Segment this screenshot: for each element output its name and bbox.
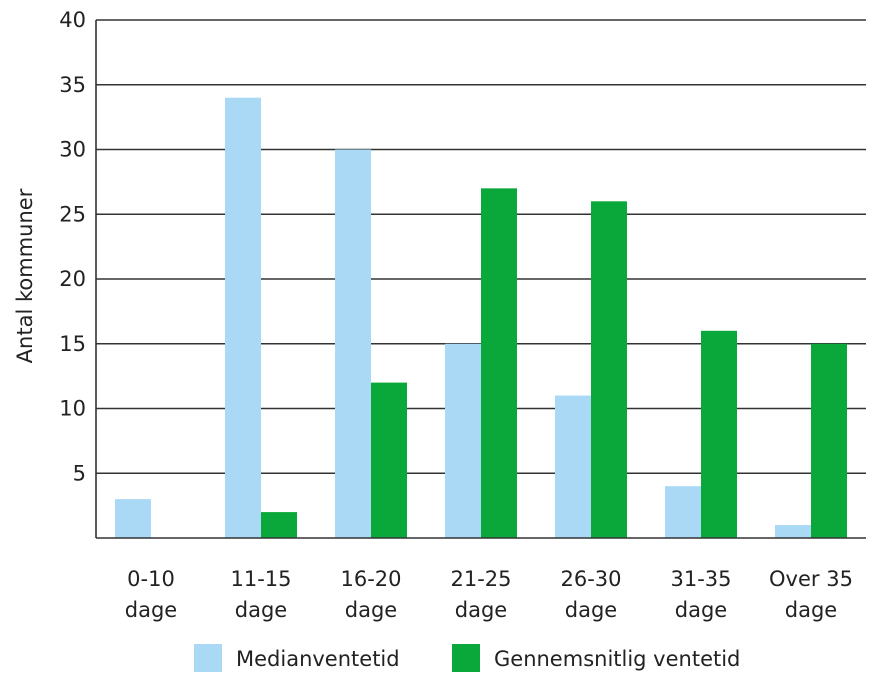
x-tick-label: 11-15 bbox=[230, 567, 291, 591]
legend-label-1: Gennemsnitlig ventetid bbox=[494, 647, 740, 671]
bar-gennemsnit-5 bbox=[701, 330, 737, 538]
axes bbox=[95, 20, 866, 539]
legend-swatch-0 bbox=[194, 644, 222, 672]
legend-swatch-1 bbox=[452, 644, 480, 672]
x-tick-label: dage bbox=[455, 598, 507, 622]
x-tick-label: 31-35 bbox=[670, 567, 731, 591]
x-tick-label: 26-30 bbox=[560, 567, 621, 591]
x-tick-label: dage bbox=[125, 598, 177, 622]
y-tick-label: 30 bbox=[59, 138, 86, 162]
y-tick-label: 40 bbox=[59, 8, 86, 32]
bar-median-0 bbox=[115, 499, 151, 538]
y-tick-label: 5 bbox=[73, 461, 86, 485]
y-tick-labels: 5 10 15 20 25 30 35 40 bbox=[59, 8, 86, 485]
bar-median-5 bbox=[665, 486, 701, 538]
legend: Medianventetid Gennemsnitlig ventetid bbox=[194, 644, 740, 672]
legend-label-0: Medianventetid bbox=[236, 647, 400, 671]
x-tick-label: dage bbox=[785, 598, 837, 622]
x-tick-label: dage bbox=[345, 598, 397, 622]
x-tick-label: dage bbox=[675, 598, 727, 622]
bar-gennemsnit-2 bbox=[371, 382, 407, 538]
bars bbox=[115, 97, 847, 539]
y-tick-label: 15 bbox=[59, 332, 86, 356]
y-axis-title: Antal kommuner bbox=[13, 188, 37, 363]
x-tick-label: Over 35 bbox=[769, 567, 853, 591]
bar-gennemsnit-4 bbox=[591, 201, 627, 539]
x-tick-label: dage bbox=[565, 598, 617, 622]
x-tick-label: 0-10 bbox=[127, 567, 175, 591]
bar-median-1 bbox=[225, 97, 261, 538]
bar-median-3 bbox=[445, 343, 481, 538]
y-tick-label: 35 bbox=[59, 73, 86, 97]
bar-median-4 bbox=[555, 395, 591, 538]
bar-gennemsnit-1 bbox=[261, 512, 297, 538]
x-tick-label: 21-25 bbox=[450, 567, 511, 591]
bar-median-6 bbox=[775, 525, 811, 538]
bar-median-2 bbox=[335, 149, 371, 538]
bar-gennemsnit-3 bbox=[481, 188, 517, 538]
x-tick-label: dage bbox=[235, 598, 287, 622]
bar-gennemsnit-6 bbox=[811, 343, 847, 538]
x-tick-labels: 0-10 dage 11-15 dage 16-20 dage 21-25 dage 26-30… bbox=[125, 567, 853, 622]
y-tick-label: 25 bbox=[59, 202, 86, 226]
y-tick-label: 20 bbox=[59, 267, 86, 291]
x-tick-label: 16-20 bbox=[340, 567, 401, 591]
y-tick-label: 10 bbox=[59, 397, 86, 421]
